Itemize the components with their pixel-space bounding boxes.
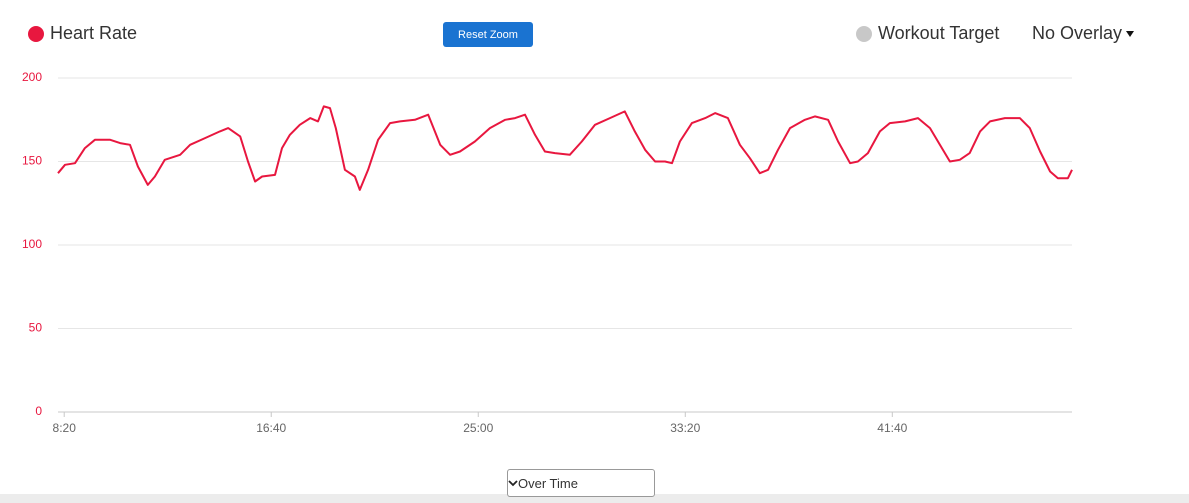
view-select[interactable]: Over Time bbox=[507, 469, 655, 497]
y-tick-label: 50 bbox=[29, 321, 43, 335]
x-tick-label: 16:40 bbox=[256, 421, 286, 435]
overlay-dropdown[interactable]: No Overlay bbox=[1032, 23, 1135, 44]
x-tick-label: 25:00 bbox=[463, 421, 493, 435]
y-tick-label: 200 bbox=[22, 70, 42, 84]
legend-item[interactable]: Workout Target bbox=[856, 23, 999, 44]
series-line bbox=[57, 105, 1073, 191]
legend-item[interactable]: Heart Rate bbox=[28, 23, 137, 44]
dropdown-arrow bbox=[1126, 30, 1135, 37]
select-label: Over Time bbox=[518, 475, 578, 491]
reset-zoom-button[interactable]: Reset Zoom bbox=[443, 22, 533, 47]
legend-label: Workout Target bbox=[878, 23, 1000, 43]
x-tick-label: 8:20 bbox=[53, 421, 77, 435]
overlay-label: No Overlay bbox=[1032, 23, 1123, 43]
legend-swatch bbox=[28, 25, 44, 42]
y-tick-label: 150 bbox=[22, 154, 42, 168]
y-tick-label: 0 bbox=[35, 404, 42, 418]
legend-label: Heart Rate bbox=[50, 23, 138, 43]
x-tick-label: 33:20 bbox=[670, 421, 700, 435]
x-tick-label: 41:40 bbox=[877, 421, 907, 435]
y-tick-label: 100 bbox=[22, 237, 42, 251]
select-chevron bbox=[508, 480, 518, 487]
legend-swatch bbox=[856, 25, 872, 42]
bottom-bar bbox=[0, 494, 1189, 503]
